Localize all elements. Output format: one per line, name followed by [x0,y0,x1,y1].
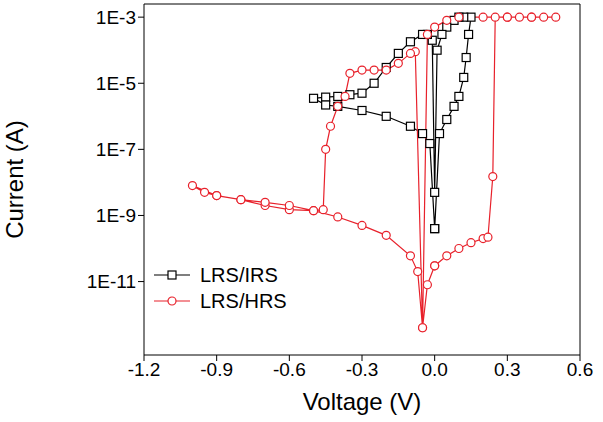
html-text:LRS/IRS: LRS/IRS [200,263,278,286]
svg-text:1E-7: 1E-7 [96,139,136,160]
svg-text:1E-9: 1E-9 [96,205,136,226]
html-text:LRS/HRS: LRS/HRS [200,289,287,312]
svg-text:-1.2: -1.2 [128,359,161,380]
svg-text:-0.3: -0.3 [346,359,379,380]
svg-text:-0.6: -0.6 [273,359,306,380]
svg-text:Voltage (V): Voltage (V) [303,388,422,415]
svg-text:1E-11: 1E-11 [87,271,136,292]
svg-text:0.6: 0.6 [567,359,593,380]
svg-text:0.3: 0.3 [494,359,520,380]
svg-text:-0.9: -0.9 [200,359,233,380]
svg-text:1E-5: 1E-5 [96,73,136,94]
svg-text:Current (A): Current (A) [8,120,28,239]
svg-text:0.0: 0.0 [421,359,447,380]
svg-text:1E-3: 1E-3 [96,7,136,28]
